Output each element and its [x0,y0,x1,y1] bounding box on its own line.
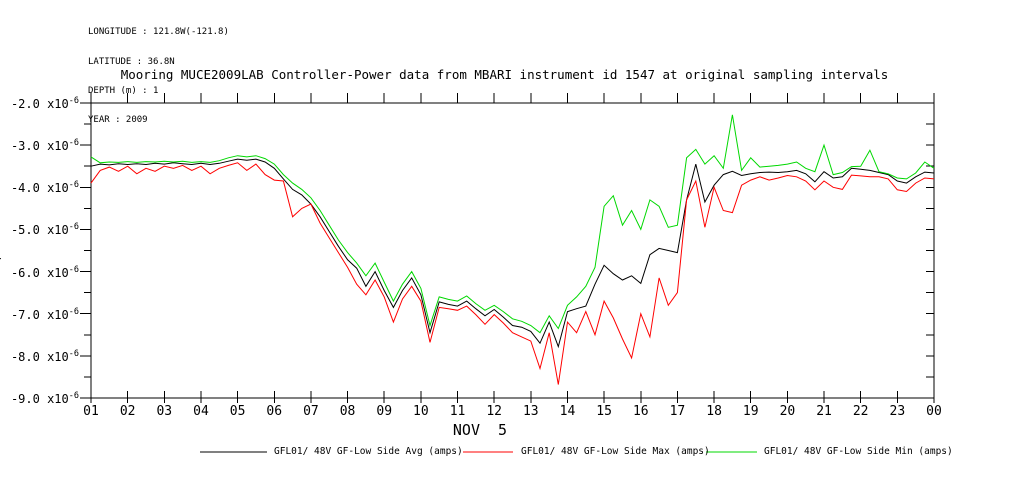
legend-label-min: GFL01/ 48V GF-Low Side Min (amps) [764,446,953,457]
x-axis-tick-label: 04 [193,404,209,419]
y-axis-tick-label: -6.0 x10-6 [10,264,79,280]
series-avg-line [90,158,935,349]
legend-label-avg: GFL01/ 48V GF-Low Side Avg (amps) [274,446,463,457]
x-axis-tick-label: 06 [266,404,283,419]
meta-latitude: LATITUDE : 36.8N [88,56,175,67]
x-axis-tick-label: 21 [816,404,832,419]
series-max-line [90,162,935,385]
y-axis-tick-label: -9.0 x10-6 [10,391,79,406]
x-axis-tick-label: 18 [706,404,722,419]
x-axis-tick-label: 11 [449,404,466,419]
x-axis-tick-label: 20 [779,404,796,419]
x-axis-tick-label: 00 [926,404,942,419]
x-axis-tick-label: 08 [339,404,356,419]
meta-longitude: LONGITUDE : 121.8W(-121.8) [88,27,229,38]
x-axis-tick-label: 09 [376,404,393,419]
meta-block: LONGITUDE : 121.8W(-121.8) LATITUDE : 36… [88,9,229,145]
y-axis-tick-label: -3.0 x10-6 [10,138,79,154]
x-axis-date-label: NOV 5 [452,421,508,439]
x-axis-tick-label: 16 [632,404,649,419]
x-axis-tick-label: 19 [742,404,759,419]
y-axis-tick-label: -4.0 x10-6 [10,180,79,196]
x-axis-tick-label: 23 [889,404,906,419]
x-axis-tick-label: 12 [486,404,502,419]
series-min-line [90,114,935,334]
y-axis-tick-label: -2.0 x10-6 [10,96,79,111]
x-axis-tick-label: 17 [669,404,686,419]
chart-title: Mooring MUCE2009LAB Controller-Power dat… [120,67,889,82]
x-axis-tick-label: 15 [596,404,612,419]
plot-border [90,102,935,399]
x-axis-tick-label: 22 [852,404,869,419]
y-axis-tick-label: -5.0 x10-6 [10,222,79,238]
x-axis-tick-label: 10 [413,404,429,419]
x-axis-tick-label: 13 [522,404,539,419]
y-axis-tick-label: -8.0 x10-6 [10,348,79,364]
x-axis-tick-label: 05 [229,404,246,419]
x-axis-tick-label: 14 [559,404,576,419]
legend-label-max: GFL01/ 48V GF-Low Side Max (amps) [521,446,710,457]
y-axis-tick-label: -7.0 x10-6 [10,306,79,322]
x-axis-tick-label: 03 [156,404,173,419]
meta-year: YEAR : 2009 [88,114,148,125]
x-axis-tick-label: 07 [303,404,319,419]
y-axis-unit-label: amps [0,247,2,272]
x-axis-tick-label: 02 [119,404,136,419]
meta-depth: DEPTH (m) : 1 [88,85,159,96]
x-axis-tick-label: 01 [83,404,99,419]
